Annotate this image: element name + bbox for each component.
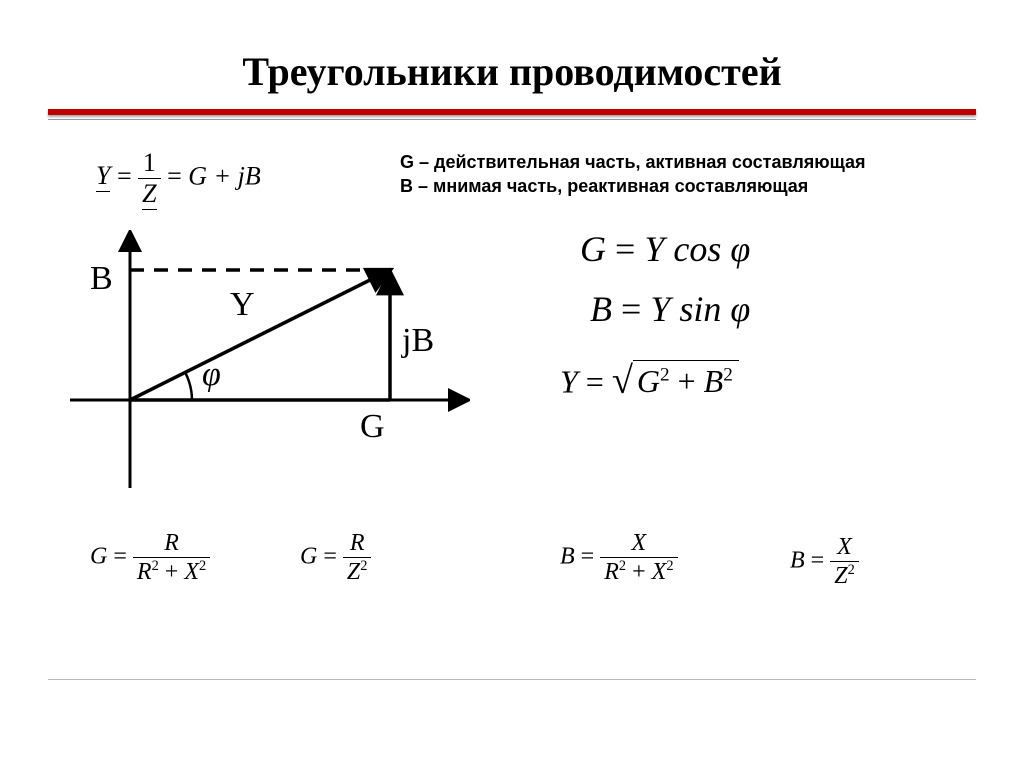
label-phi: φ (202, 356, 221, 394)
formula-y-magnitude: Y = √ G2 + B2 (560, 360, 739, 401)
vector-y (130, 270, 390, 400)
footer-rule (48, 679, 976, 680)
angle-arc (185, 372, 192, 400)
label-B: B (90, 260, 113, 298)
formula-b-z: B = X Z2 (790, 534, 859, 590)
title-rule (48, 109, 976, 117)
page-title: Треугольники проводимостей (0, 0, 1024, 95)
formula-b-rx: B = X R2 + X2 (560, 530, 678, 586)
sym-Y: Y (96, 161, 110, 192)
formula-g-rx: G = R R2 + X2 (90, 530, 210, 586)
formula-g-cos: G = Y cos φ (580, 228, 750, 270)
formula-y-definition: Y = 1 Z = G + jB (96, 148, 261, 209)
label-G: G (360, 408, 385, 446)
legend-b: B – мнимая часть, реактивная составляюща… (400, 176, 808, 197)
legend-g: G – действительная часть, активная соста… (400, 152, 866, 173)
formula-b-sin: B = Y sin φ (590, 288, 750, 330)
formula-g-z: G = R Z2 (300, 530, 371, 586)
label-Y: Y (230, 286, 255, 324)
label-jB: jB (402, 322, 434, 360)
admittance-triangle-diagram: B Y jB φ G (70, 230, 470, 490)
